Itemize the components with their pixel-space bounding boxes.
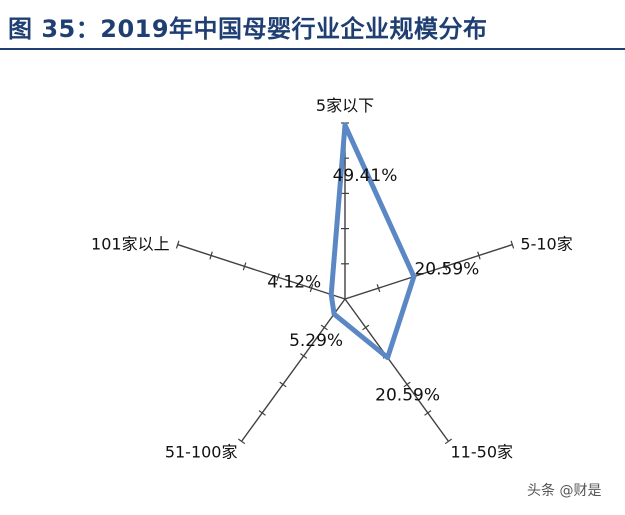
axes-layer	[175, 122, 515, 445]
chart-title: 图 35：2019年中国母婴行业企业规模分布	[8, 15, 488, 43]
category-label: 51-100家	[165, 442, 238, 461]
axis-line	[344, 298, 450, 442]
axis-tick	[242, 262, 247, 271]
axis-tick	[424, 410, 432, 416]
axis-tick	[279, 381, 287, 388]
axis-tick	[237, 438, 246, 445]
watermark: 头条 @财是	[527, 483, 602, 499]
value-label: 20.59%	[375, 386, 440, 406]
axis-tick	[510, 240, 515, 249]
category-label: 5-10家	[520, 235, 572, 254]
axis-line	[344, 243, 513, 300]
value-label: 5.29%	[289, 331, 343, 351]
axis-tick	[444, 438, 453, 445]
axis-line	[177, 243, 346, 300]
series-polygon	[328, 122, 417, 361]
axis-tick	[376, 284, 381, 293]
axis-tick	[175, 240, 180, 249]
axis-tick	[309, 284, 314, 293]
category-label: 101家以上	[91, 235, 170, 254]
title-bar: 图 35：2019年中国母婴行业企业规模分布	[0, 0, 625, 50]
axis-tick	[443, 262, 448, 271]
axis-tick	[258, 410, 266, 416]
series-layer	[328, 122, 417, 361]
axis-tick	[276, 273, 280, 282]
axis-tick	[403, 381, 411, 388]
value-label: 49.41%	[333, 166, 398, 186]
axis-tick	[300, 353, 308, 359]
value-label: 4.12%	[267, 273, 321, 293]
axis-tick	[209, 251, 213, 260]
axis-tick	[362, 324, 370, 331]
category-label: 11-50家	[451, 442, 514, 461]
axis-line	[240, 298, 346, 442]
value-label: 20.59%	[414, 260, 479, 280]
axis-tick	[320, 324, 328, 331]
axis-tick	[477, 251, 481, 260]
category-label: 5家以下	[316, 96, 374, 115]
labels-layer: 5家以下 5-10家 11-50家 51-100家 101家以上 49.41% 20.59%…	[91, 96, 573, 461]
